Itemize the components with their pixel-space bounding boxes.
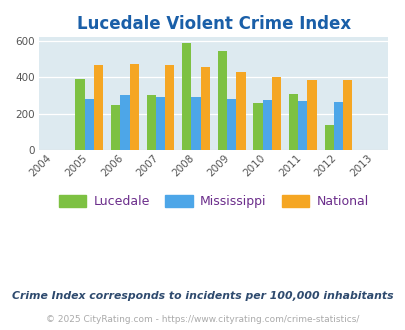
Bar — [226, 98, 236, 150]
Bar — [85, 99, 94, 150]
Bar — [75, 79, 85, 150]
Bar — [111, 105, 120, 150]
Bar — [271, 77, 280, 150]
Bar — [324, 125, 333, 150]
Bar — [191, 97, 200, 150]
Bar — [165, 65, 174, 150]
Legend: Lucedale, Mississippi, National: Lucedale, Mississippi, National — [54, 190, 373, 213]
Bar — [217, 51, 226, 150]
Bar — [146, 95, 156, 150]
Bar — [182, 43, 191, 150]
Bar — [288, 94, 298, 150]
Bar — [236, 72, 245, 150]
Title: Lucedale Violent Crime Index: Lucedale Violent Crime Index — [77, 15, 350, 33]
Text: Crime Index corresponds to incidents per 100,000 inhabitants: Crime Index corresponds to incidents per… — [12, 291, 393, 301]
Bar — [253, 103, 262, 150]
Bar — [307, 80, 316, 150]
Bar — [156, 97, 165, 150]
Bar — [120, 95, 129, 150]
Bar — [298, 101, 307, 150]
Bar — [129, 64, 139, 150]
Bar — [94, 65, 103, 150]
Bar — [200, 67, 209, 150]
Bar — [333, 102, 342, 150]
Bar — [262, 101, 271, 150]
Text: © 2025 CityRating.com - https://www.cityrating.com/crime-statistics/: © 2025 CityRating.com - https://www.city… — [46, 315, 359, 324]
Bar — [342, 80, 352, 150]
